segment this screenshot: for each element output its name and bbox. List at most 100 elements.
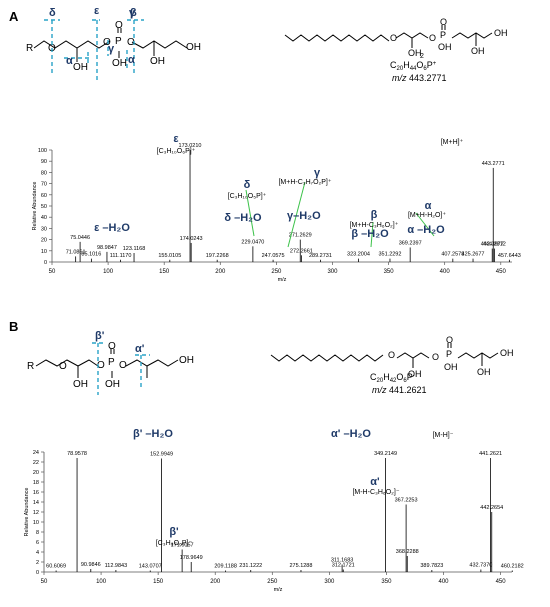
peak-label: 155.0105 xyxy=(158,253,181,259)
y-tick-label: 6 xyxy=(36,540,39,546)
annotation-label: γ xyxy=(314,167,321,179)
atom-label: OH xyxy=(500,348,514,358)
peak-label: 60.6069 xyxy=(46,564,66,570)
atom-label: OH xyxy=(408,369,422,379)
peak-labels: 60.6069 78.9578 90.9846 112.9843 143.0707 152… xyxy=(46,451,524,570)
peak-label: 112.9843 xyxy=(105,563,128,569)
y-tick-label: 0 xyxy=(36,570,39,576)
y-tick-label: 16 xyxy=(33,490,39,496)
peak-label: 460.2182 xyxy=(501,564,524,570)
peak-label: 441.2621 xyxy=(479,451,502,457)
y-axis-label: Relative Abundance xyxy=(32,182,38,231)
peak-label: 178.9649 xyxy=(180,555,203,561)
annotation-label: [C₃H₁₀O₅P]⁺ xyxy=(228,193,267,200)
y-tick-label: 14 xyxy=(33,500,39,506)
annotation-label: [M+H-C₃H₇O₂P]⁺ xyxy=(278,179,331,186)
annotation-label: γ–H₂O xyxy=(287,210,321,222)
cleavage-line-alpha-prime xyxy=(135,354,150,390)
atom-label: O xyxy=(432,352,439,362)
peak-label: 90.9846 xyxy=(81,562,101,568)
cleavage-line-beta xyxy=(127,19,144,75)
cleavage-marks xyxy=(44,19,144,80)
peak-label: 174.0243 xyxy=(180,236,203,242)
y-tick-label: 50 xyxy=(41,204,47,210)
panel-letter: B xyxy=(9,319,18,334)
peak-label: 98.9847 xyxy=(97,245,117,251)
annotation-label: ε xyxy=(173,133,179,145)
peak-label: 323.2004 xyxy=(347,252,370,258)
peak-label: 173.0210 xyxy=(179,143,202,149)
x-tick-label: 350 xyxy=(384,269,395,275)
y-tick-label: 24 xyxy=(33,450,39,456)
atom-label: O xyxy=(446,335,453,345)
cleavage-label-alpha-prime: α' xyxy=(135,343,145,355)
y-tick-label: 30 xyxy=(41,226,47,232)
x-tick-label: 150 xyxy=(153,579,164,585)
peaks xyxy=(75,150,510,262)
scheme-atom-labels: R O O P O O OH OH OH OH xyxy=(26,20,201,73)
scheme-phosphoryl-double-bond xyxy=(110,349,115,354)
y-tick-label: 12 xyxy=(33,510,39,516)
structure-atom-labels: O O P O OH OH OH OH 2 xyxy=(390,17,508,60)
glycerol-backbone xyxy=(396,352,430,359)
leader-line xyxy=(287,181,306,248)
y-tick-label: 20 xyxy=(41,238,47,244)
cleavage-labels: β' α' xyxy=(95,330,145,355)
atom-label: R xyxy=(26,43,33,54)
annotation-label: β xyxy=(371,209,378,221)
x-tick-label: 50 xyxy=(49,269,56,275)
spectrum-a: 50 100 150 200 250 300 350 400 450 0 10 20 30 40 50 60 7… xyxy=(32,133,521,283)
x-tick-label: 400 xyxy=(440,269,451,275)
panel-letter: A xyxy=(9,9,19,24)
annotation-label: α' –H₂O xyxy=(331,428,371,440)
peak-label: 271.2629 xyxy=(289,233,312,239)
atom-label: P xyxy=(440,30,446,40)
atom-label: O xyxy=(390,33,397,43)
peak-label: 275.1288 xyxy=(289,563,312,569)
cleavage-label-beta-prime: β' xyxy=(95,330,105,342)
y-tick-label: 90 xyxy=(41,159,47,165)
atom-label: OH xyxy=(494,28,508,38)
scheme-glycerol-chain xyxy=(131,40,188,49)
molecular-formula: C20H44O6P+ xyxy=(390,60,437,72)
y-axis-label: Relative Abundance xyxy=(24,488,30,537)
atom-label: OH xyxy=(112,58,127,69)
structure-atom-labels: O O P O OH OH OH OH xyxy=(388,335,514,379)
annotation-label: β –H₂O xyxy=(351,228,389,240)
atom-label: P xyxy=(115,36,122,47)
peak-label: 349.2149 xyxy=(374,451,397,457)
cleavage-label-epsilon: ε xyxy=(94,5,100,17)
scheme-phosphoryl-double-bond xyxy=(117,28,122,33)
atom-label: OH xyxy=(179,355,194,366)
annotation-label: δ xyxy=(244,179,251,191)
y-tick-label: 2 xyxy=(36,560,39,566)
atom-label: O xyxy=(103,37,111,48)
peak-label: 197.2268 xyxy=(206,253,229,259)
atom-label: O xyxy=(127,37,135,48)
annotation-label: [M+H-H₂O]⁺ xyxy=(408,212,446,219)
leader-line xyxy=(415,212,435,237)
atom-label: OH xyxy=(444,362,458,372)
atom-label: OH xyxy=(73,379,88,390)
y-tick-label: 8 xyxy=(36,530,39,536)
cleavage-labels: δ ε γ β α γ α xyxy=(49,5,137,67)
y-tick-label: 60 xyxy=(41,193,47,199)
spectrum-b: 50 100 150 200 250 300 350 400 45002468101214161… xyxy=(24,428,524,593)
cleavage-label-delta: δ xyxy=(49,7,56,19)
annotation-label: β' xyxy=(169,526,179,538)
peak-label: 443.2771 xyxy=(482,161,505,167)
fragmentation-scheme xyxy=(35,349,179,378)
x-tick-label: 250 xyxy=(271,269,282,275)
peak-label: 229.0470 xyxy=(241,239,264,245)
peak-label: 171.0057 xyxy=(171,543,194,549)
y-tick-label: 100 xyxy=(38,148,47,154)
annotation-label: [M+H-C₃H₆O₂]⁺ xyxy=(350,222,399,229)
terminal-glycerol xyxy=(451,32,493,39)
panel-b: B R O O P O O OH OH OH β' α' xyxy=(9,319,524,593)
annotation-label: [C₃H₈O₆P]⁻ xyxy=(156,540,193,547)
phosphoryl-double-bond xyxy=(441,25,446,30)
y-tick-label: 10 xyxy=(41,249,47,255)
atom-label: O xyxy=(97,360,105,371)
